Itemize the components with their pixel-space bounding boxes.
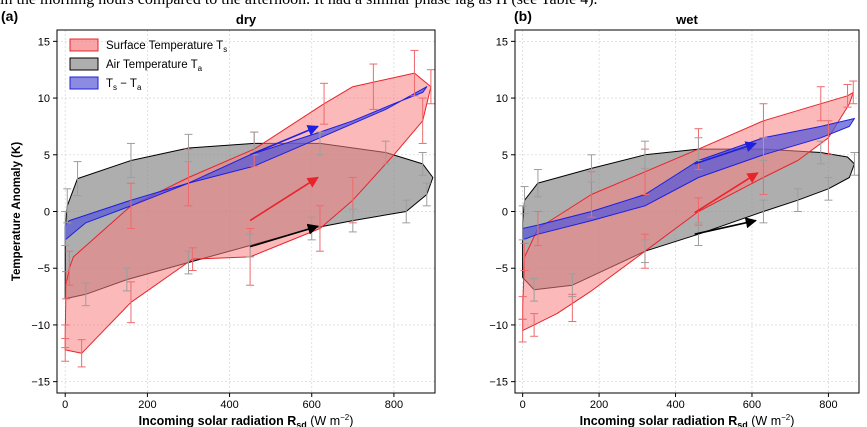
y-tick-label: 15	[496, 36, 508, 48]
y-tick-label: 10	[496, 93, 508, 105]
direction-arrow-ts	[694, 172, 759, 214]
x-tick-label: 200	[590, 399, 608, 411]
y-tick-label: −15	[31, 377, 50, 389]
series-area-diff	[522, 118, 855, 241]
x-axis-label: Incoming solar radiation Rsd (W m−2)	[139, 413, 354, 427]
legend-label-diff: Ts − Ta	[106, 78, 142, 92]
y-tick-label: −15	[489, 377, 508, 389]
legend-swatch-diff	[69, 76, 99, 90]
chart-panel-dry: 0 200 400 600 800 −15 −10 −5 0 5 10 15 (a) dry Incomin…	[1, 8, 436, 427]
x-tick-label: 400	[220, 399, 238, 411]
y-tick-label: 10	[38, 93, 50, 105]
x-tick-label: 600	[303, 399, 321, 411]
y-tick-label: 0	[502, 207, 508, 219]
y-axis-label: Temperature Anomaly (K)	[11, 142, 23, 281]
legend-swatch-ta	[69, 57, 99, 71]
x-axis-label: Incoming solar radiation Rsd (W m−2)	[580, 413, 795, 427]
series-area-diff	[64, 86, 428, 241]
panel-label: (a)	[1, 8, 18, 24]
y-tick-label: −10	[489, 320, 508, 332]
direction-arrow-ta	[694, 217, 757, 235]
legend: Surface Temperature Ts Air Temperature Ta…	[69, 38, 227, 92]
x-tick-label: 600	[743, 399, 761, 411]
y-tick-label: −5	[37, 263, 50, 275]
x-tick-label: 200	[138, 399, 156, 411]
chart-panel-wet: 0 200 400 600 800 −15 −10 −5 0 5 10 15 (b) wet Incomin…	[489, 8, 860, 427]
legend-label-ta: Air Temperature Ta	[106, 59, 203, 73]
y-tick-label: 15	[38, 36, 50, 48]
y-tick-label: 5	[502, 150, 508, 162]
x-tick-label: 0	[62, 399, 68, 411]
direction-arrow-diff	[249, 125, 319, 156]
panel-title: wet	[675, 12, 698, 27]
x-tick-label: 800	[819, 399, 837, 411]
direction-arrow-ts	[249, 176, 319, 222]
direction-arrow-diff	[694, 141, 757, 165]
y-tick-label: 0	[44, 207, 50, 219]
x-tick-label: 800	[385, 399, 403, 411]
direction-arrow-ta	[249, 223, 319, 248]
panel-title: dry	[236, 12, 257, 27]
legend-label-ts: Surface Temperature Ts	[106, 40, 227, 54]
y-tick-label: −10	[31, 320, 50, 332]
x-tick-label: 0	[520, 399, 526, 411]
y-tick-label: 5	[44, 150, 50, 162]
y-tick-label: −5	[495, 263, 508, 275]
legend-swatch-ts	[69, 38, 99, 52]
caption-fragment: in the morning hours compared to the aft…	[0, 0, 867, 9]
panel-label: (b)	[514, 8, 532, 24]
x-tick-label: 400	[666, 399, 684, 411]
